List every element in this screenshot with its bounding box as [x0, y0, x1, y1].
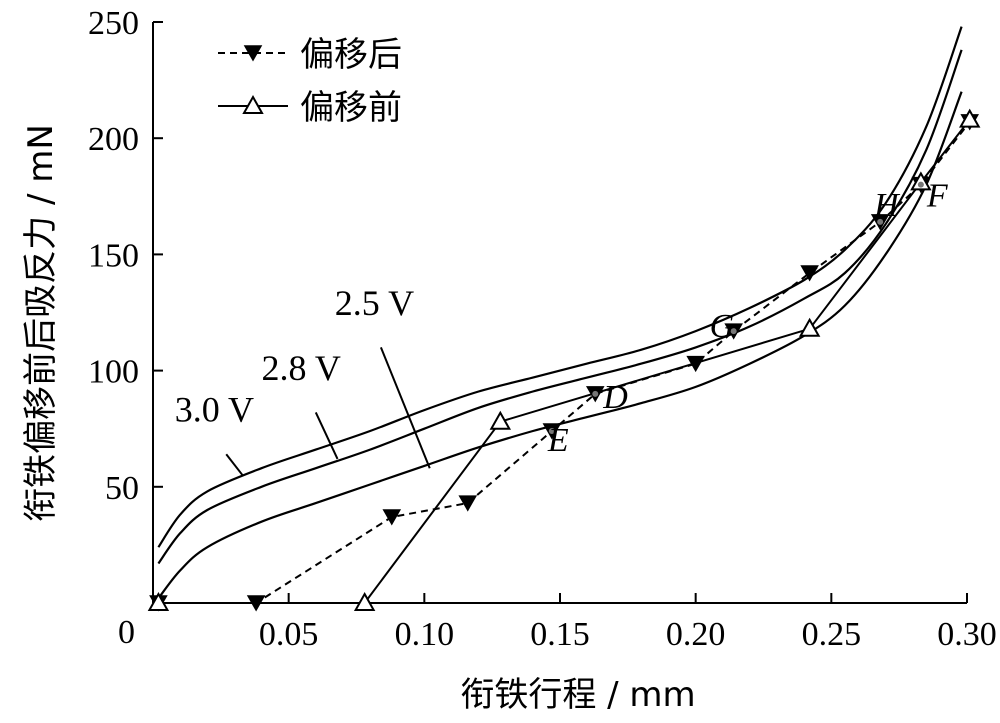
callout-line-28 — [314, 412, 339, 460]
legend-label-after: 偏移后 — [300, 35, 402, 75]
point-label-E: E — [547, 422, 569, 459]
point-dot-D — [592, 390, 599, 397]
point-labels: ED G H F — [547, 178, 949, 459]
legend: 偏移后 偏移前 — [218, 35, 402, 128]
series-marker-0 — [246, 595, 266, 612]
series-marker-0 — [382, 509, 402, 526]
curve-label-28: 2.8 V — [262, 348, 341, 388]
point-label-D: D — [602, 379, 628, 416]
x-tick-label: 0.15 — [530, 616, 590, 653]
series-marker-1 — [798, 317, 821, 337]
point-dot-H — [877, 218, 884, 225]
callout-line-25 — [379, 346, 431, 469]
y-axis-title: 衔铁偏移前后吸反力 / mN — [21, 124, 61, 522]
series-marker-1 — [959, 108, 981, 128]
y-tick-label: 100 — [88, 354, 139, 391]
force-curve-25 — [157, 91, 963, 600]
y-tick-label: 50 — [105, 470, 139, 507]
curve-label-callouts: 3.0 V2.8 V 2.5 V — [175, 283, 431, 476]
axes: 0.05 0.10 0.15 0.20 0.25 0.30 0 50 100 150 200 250 — [88, 5, 997, 653]
series-marker-1 — [910, 171, 932, 191]
y-tick-label: 0 — [118, 614, 135, 651]
x-tick-label: 0.30 — [937, 616, 997, 653]
y-tick-label: 150 — [88, 237, 139, 274]
curve-label-30: 3.0 V — [175, 390, 254, 430]
point-label-F: F — [926, 178, 949, 215]
legend-marker-before — [242, 94, 264, 114]
force-curve-30 — [157, 26, 963, 548]
series-marker-1 — [147, 591, 170, 611]
series-marker-0 — [458, 495, 478, 512]
y-tick-label: 200 — [88, 121, 139, 158]
x-tick-label: 0.10 — [395, 616, 455, 653]
force-curves — [157, 26, 963, 600]
point-dot-E — [548, 428, 555, 435]
point-label-G: G — [710, 308, 735, 345]
x-tick-label: 0.05 — [259, 616, 319, 653]
x-tick-label: 0.25 — [802, 616, 862, 653]
data-series — [147, 108, 981, 612]
point-label-H: H — [873, 187, 901, 224]
series-marker-0 — [686, 355, 705, 373]
legend-marker-after — [243, 45, 263, 62]
point-dot-G — [730, 328, 737, 335]
x-axis-title: 衔铁行程 / mm — [460, 675, 695, 715]
force-curve-28 — [157, 49, 963, 565]
series-marker-1 — [353, 591, 376, 611]
legend-label-before: 偏移前 — [300, 88, 402, 128]
curve-label-25: 2.5 V — [335, 283, 414, 323]
point-dot-F — [917, 181, 924, 188]
series-marker-0 — [800, 265, 819, 282]
series-marker-1 — [489, 410, 512, 430]
callout-line-30 — [225, 453, 244, 476]
series-line-1 — [158, 118, 971, 604]
y-tick-label: 250 — [88, 5, 139, 42]
x-tick-label: 0.20 — [666, 616, 726, 653]
